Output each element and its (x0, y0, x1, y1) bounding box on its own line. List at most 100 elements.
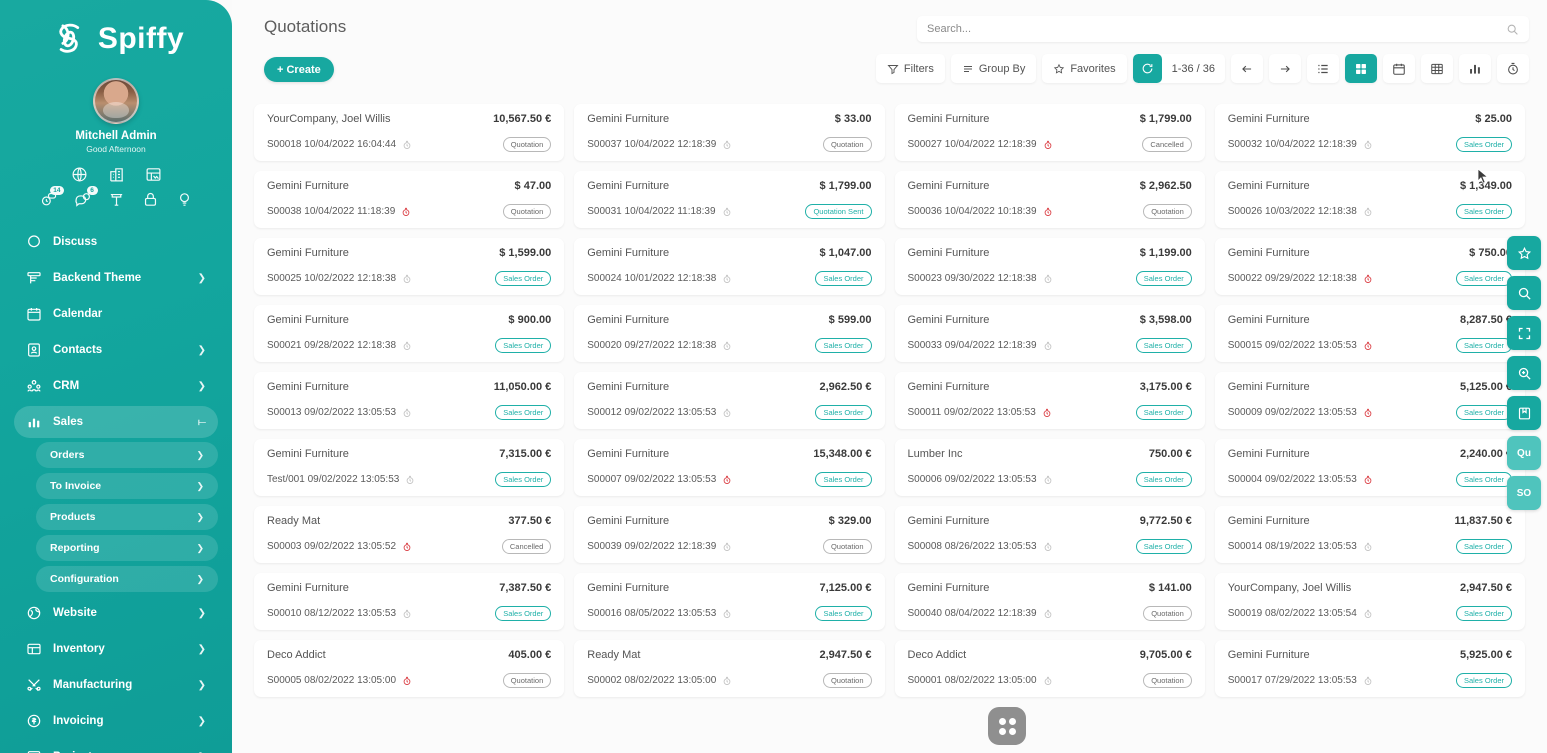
activity-clock-icon[interactable] (722, 408, 732, 418)
kanban-card[interactable]: Gemini Furniture 5,125.00 € S00009 09/02… (1214, 372, 1525, 429)
sidebar-item-calendar[interactable]: Calendar (14, 298, 218, 330)
kanban-card[interactable]: Gemini Furniture $ 1,799.00 S00031 10/04… (574, 171, 885, 228)
activity-clock-icon[interactable] (1363, 207, 1373, 217)
activity-clock-icon[interactable] (402, 542, 412, 552)
activity-clock-icon[interactable] (1043, 609, 1053, 619)
create-button[interactable]: + Create (264, 57, 334, 82)
kanban-card[interactable]: Gemini Furniture 11,050.00 € S00013 09/0… (254, 372, 565, 429)
kanban-card[interactable]: Gemini Furniture 2,962.50 € S00012 09/02… (574, 372, 885, 429)
activity-clock-icon[interactable] (401, 207, 411, 217)
kanban-card[interactable]: Gemini Furniture 15,348.00 € S00007 09/0… (574, 439, 885, 496)
activity-clock-icon[interactable] (1363, 274, 1373, 284)
lock-icon[interactable] (142, 191, 159, 208)
kanban-card[interactable]: Lumber Inc 750.00 € S00006 09/02/2022 13… (894, 439, 1205, 496)
kanban-card[interactable]: Gemini Furniture 11,837.50 € S00014 08/1… (1214, 506, 1525, 563)
building-icon[interactable] (108, 166, 125, 183)
kanban-view-button[interactable] (1345, 54, 1377, 83)
filters-button[interactable]: Filters (875, 54, 945, 83)
list-view-button[interactable] (1307, 54, 1339, 83)
kanban-card[interactable]: Gemini Furniture $ 47.00 S00038 10/04/20… (254, 171, 565, 228)
kanban-card[interactable]: Gemini Furniture $ 1,349.00 S00026 10/03… (1214, 171, 1525, 228)
activity-clock-icon[interactable] (1363, 542, 1373, 552)
activity-clock-icon[interactable] (1363, 341, 1373, 351)
kanban-card[interactable]: Gemini Furniture $ 750.00 S00022 09/29/2… (1214, 238, 1525, 295)
kanban-card[interactable]: Gemini Furniture $ 900.00 S00021 09/28/2… (254, 305, 565, 362)
kanban-card[interactable]: Gemini Furniture $ 1,047.00 S00024 10/01… (574, 238, 885, 295)
activity-clock-icon[interactable] (405, 475, 415, 485)
rail-so-shortcut[interactable]: SO (1507, 476, 1541, 510)
rail-search-button[interactable] (1507, 276, 1541, 310)
sidebar-subitem-configuration[interactable]: Configuration ❯ (36, 566, 218, 592)
kanban-card[interactable]: Gemini Furniture $ 1,799.00 S00027 10/04… (894, 104, 1205, 161)
activity-clock-icon[interactable] (402, 676, 412, 686)
activity-clock-icon[interactable] (722, 140, 732, 150)
search-input[interactable] (927, 23, 1506, 35)
kanban-card[interactable]: YourCompany, Joel Willis 2,947.50 € S000… (1214, 573, 1525, 630)
rail-fullscreen-button[interactable] (1507, 316, 1541, 350)
lightbulb-icon[interactable] (176, 191, 193, 208)
group-by-button[interactable]: Group By (950, 54, 1037, 83)
activity-clock-icon[interactable] (1043, 542, 1053, 552)
brand[interactable]: Spiffy (0, 0, 232, 64)
sidebar-item-crm[interactable]: CRM ❯ (14, 370, 218, 402)
rail-bookmark-button[interactable] (1507, 396, 1541, 430)
activity-clock-icon[interactable] (722, 341, 732, 351)
activity-clock-icon[interactable] (722, 609, 732, 619)
kanban-card[interactable]: YourCompany, Joel Willis 10,567.50 € S00… (254, 104, 565, 161)
sidebar-item-manufacturing[interactable]: Manufacturing ❯ (14, 669, 218, 701)
sidebar-item-discuss[interactable]: Discuss (14, 226, 218, 258)
kanban-card[interactable]: Ready Mat 377.50 € S00003 09/02/2022 13:… (254, 506, 565, 563)
kanban-card[interactable]: Gemini Furniture $ 2,962.50 S00036 10/04… (894, 171, 1205, 228)
kanban-card[interactable]: Gemini Furniture $ 1,599.00 S00025 10/02… (254, 238, 565, 295)
sidebar-subitem-reporting[interactable]: Reporting ❯ (36, 535, 218, 561)
sidebar-item-contacts[interactable]: Contacts ❯ (14, 334, 218, 366)
activity-clock-icon[interactable] (402, 341, 412, 351)
kanban-card[interactable]: Gemini Furniture $ 329.00 S00039 09/02/2… (574, 506, 885, 563)
sidebar-subitem-to-invoice[interactable]: To Invoice ❯ (36, 473, 218, 499)
kanban-card[interactable]: Deco Addict 405.00 € S00005 08/02/2022 1… (254, 640, 565, 697)
kanban-card[interactable]: Gemini Furniture $ 3,598.00 S00033 09/04… (894, 305, 1205, 362)
sidebar-item-sales[interactable]: Sales ⟝ (14, 406, 218, 438)
rail-favorite-button[interactable] (1507, 236, 1541, 270)
grid-image-icon[interactable] (145, 166, 162, 183)
kanban-card[interactable]: Gemini Furniture $ 141.00 S00040 08/04/2… (894, 573, 1205, 630)
refresh-button[interactable] (1132, 54, 1162, 83)
search-bar[interactable] (917, 16, 1529, 42)
chat-bubble-icon[interactable]: 6 (74, 186, 98, 208)
activity-view-button[interactable] (1497, 54, 1529, 83)
kanban-card[interactable]: Gemini Furniture 7,387.50 € S00010 08/12… (254, 573, 565, 630)
activity-clock-icon[interactable] (402, 609, 412, 619)
kanban-card[interactable]: Gemini Furniture 8,287.50 € S00015 09/02… (1214, 305, 1525, 362)
kanban-card[interactable]: Gemini Furniture 7,125.00 € S00016 08/05… (574, 573, 885, 630)
favorites-button[interactable]: Favorites (1042, 54, 1127, 83)
apps-grid-button[interactable] (988, 707, 1026, 745)
activity-clock-icon[interactable] (402, 274, 412, 284)
search-icon[interactable] (1506, 23, 1519, 36)
graph-view-button[interactable] (1459, 54, 1491, 83)
sidebar-item-website[interactable]: Website ❯ (14, 597, 218, 629)
kanban-card[interactable]: Gemini Furniture $ 25.00 S00032 10/04/20… (1214, 104, 1525, 161)
sidebar-subitem-products[interactable]: Products ❯ (36, 504, 218, 530)
activity-clock-icon[interactable] (402, 140, 412, 150)
sidebar-item-backend-theme[interactable]: Backend Theme ❯ (14, 262, 218, 294)
kanban-card[interactable]: Gemini Furniture $ 599.00 S00020 09/27/2… (574, 305, 885, 362)
activity-clock-icon[interactable] (722, 274, 732, 284)
kanban-card[interactable]: Gemini Furniture $ 33.00 S00037 10/04/20… (574, 104, 885, 161)
activity-clock-icon[interactable] (1043, 676, 1053, 686)
activity-clock-icon[interactable] (722, 542, 732, 552)
activity-clock-icon[interactable] (1043, 140, 1053, 150)
activity-clock-icon[interactable] (1363, 609, 1373, 619)
activity-clock-icon[interactable] (722, 475, 732, 485)
activity-clock-icon[interactable] (1363, 676, 1373, 686)
activity-clock-icon[interactable] (1043, 475, 1053, 485)
next-page-button[interactable] (1269, 54, 1301, 83)
kanban-card[interactable]: Deco Addict 9,705.00 € S00001 08/02/2022… (894, 640, 1205, 697)
activity-clock-icon[interactable] (1363, 475, 1373, 485)
rail-zoom-button[interactable] (1507, 356, 1541, 390)
sidebar-item-project[interactable]: Project ❯ (14, 741, 218, 753)
kanban-card[interactable]: Ready Mat 2,947.50 € S00002 08/02/2022 1… (574, 640, 885, 697)
calendar-view-button[interactable] (1383, 54, 1415, 83)
activity-clock-icon[interactable] (1042, 408, 1052, 418)
globe-icon[interactable] (71, 166, 88, 183)
sidebar-subitem-orders[interactable]: Orders ❯ (36, 442, 218, 468)
